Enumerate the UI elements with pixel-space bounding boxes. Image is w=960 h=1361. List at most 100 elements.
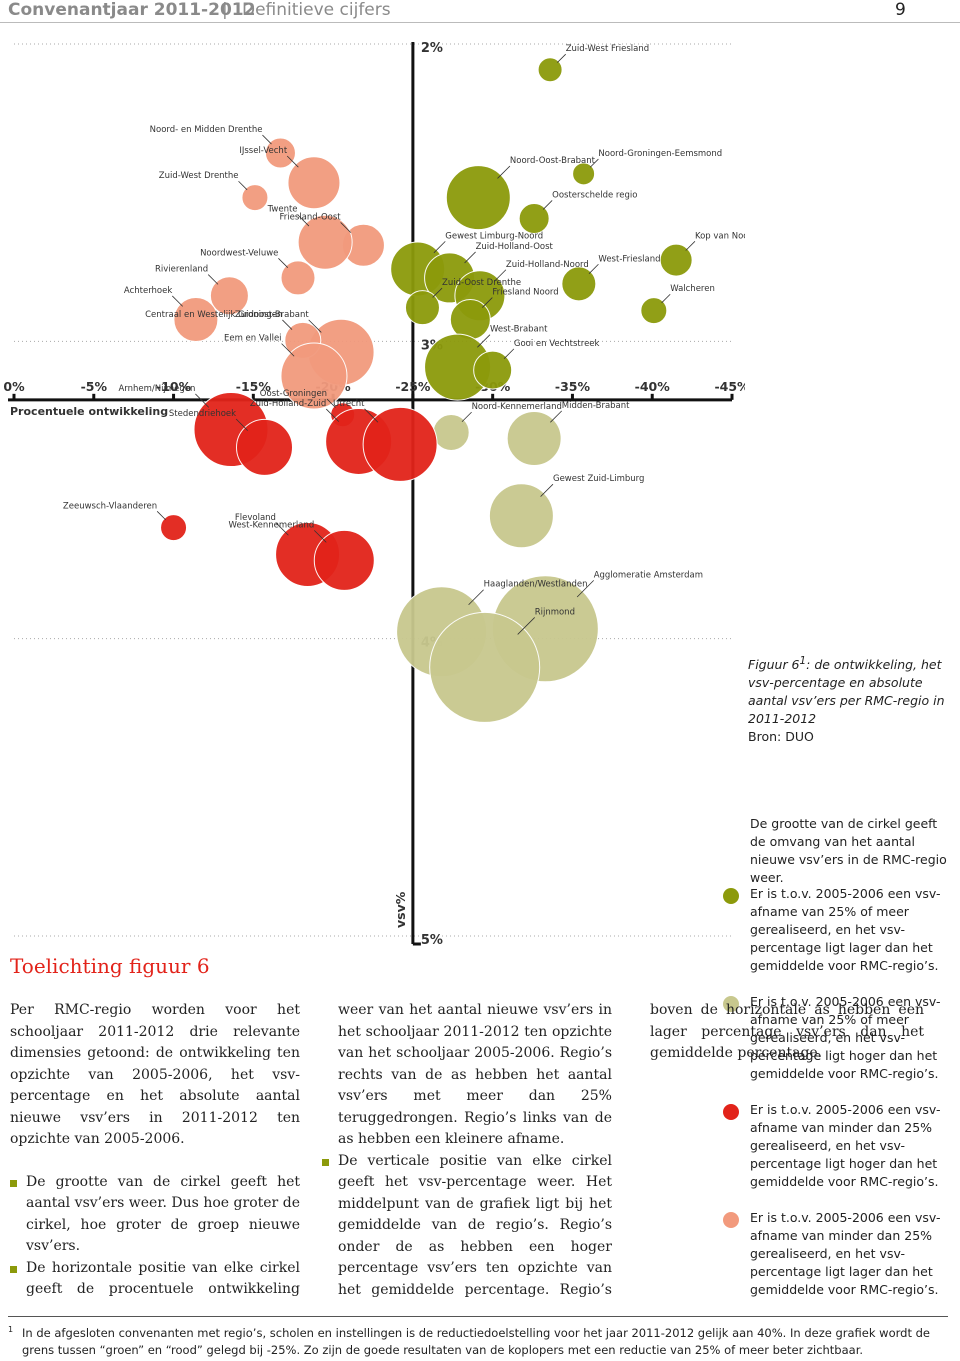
leader-line bbox=[364, 408, 379, 423]
caption-prefix: Figuur 6 bbox=[748, 657, 800, 673]
page-number: 9 bbox=[895, 0, 906, 20]
explanation-intro: Per RMC-regio worden voor het schooljaar… bbox=[10, 1002, 300, 1147]
legend-item: Er is t.o.v. 2005-2006 een vsv-afname va… bbox=[722, 1101, 958, 1209]
header-subtitle: Definitieve cijfers bbox=[242, 0, 391, 20]
bubble bbox=[572, 162, 596, 186]
bullet: De verticale positie van elke cirkel gee… bbox=[322, 1000, 924, 1305]
y-tick-label: 5% bbox=[421, 933, 443, 948]
leader-line bbox=[588, 263, 599, 274]
bubble-label: Zuid-Holland-Zuid bbox=[250, 399, 326, 409]
bubble bbox=[473, 350, 513, 390]
leader-line bbox=[282, 319, 293, 330]
leader-line bbox=[286, 155, 299, 168]
bubble bbox=[236, 418, 294, 476]
bubble-label: Rijnmond bbox=[535, 607, 575, 617]
bubble bbox=[241, 184, 269, 212]
explanation: Per RMC-regio worden voor het schooljaar… bbox=[10, 1000, 924, 1305]
leader-line bbox=[661, 293, 671, 304]
leader-line bbox=[461, 411, 472, 423]
x-tick-label: -45% bbox=[714, 379, 745, 394]
bubble-label: Gooi en Vechtstreek bbox=[514, 339, 600, 349]
bubble-label: West-Brabant bbox=[490, 325, 548, 335]
size-note: De grootte van de cirkel geeft de omvang… bbox=[750, 816, 947, 885]
bubble-label: Kop van Noord-Holland bbox=[695, 231, 745, 241]
leader-line bbox=[235, 418, 248, 431]
bullet-list: De grootte van de cirkel geeft het aanta… bbox=[10, 1000, 924, 1305]
leader-line bbox=[340, 222, 352, 233]
leader-line bbox=[542, 200, 553, 210]
bullet: De horizontale positie van elke cirkel g… bbox=[10, 1000, 612, 1305]
bubble bbox=[445, 165, 511, 231]
footnote-marker: 1 bbox=[8, 1325, 14, 1334]
leader-line bbox=[432, 287, 443, 298]
legend-dot bbox=[723, 1212, 739, 1228]
leader-line bbox=[482, 297, 493, 308]
caption-source: Bron: DUO bbox=[748, 729, 814, 745]
x-tick-label: 0% bbox=[3, 379, 25, 394]
footnote: 1 In de afgesloten convenanten met regio’… bbox=[8, 1316, 948, 1359]
bubble-label: Gewest Zuid-Limburg bbox=[553, 474, 644, 484]
bubble-label: Friesland-Oost bbox=[280, 212, 342, 222]
bubble-label: Eem en Vallei bbox=[224, 334, 282, 344]
bubble-label: Oosterschelde regio bbox=[552, 190, 637, 200]
leader-line bbox=[550, 410, 563, 423]
bubble-label: Haaglanden/Westlanden bbox=[484, 580, 588, 590]
legend: Er is t.o.v. 2005-2006 een vsv-afname va… bbox=[722, 885, 958, 1317]
bubble-label: Zuid-Holland-Noord bbox=[506, 260, 589, 270]
leader-line bbox=[477, 334, 491, 348]
legend-text: Er is t.o.v. 2005-2006 een vsv-afname va… bbox=[750, 886, 941, 973]
caption: Figuur 61: de ontwikkeling, het vsv-perc… bbox=[748, 652, 960, 746]
leader-line bbox=[433, 241, 446, 254]
x-tick-label: -15% bbox=[236, 379, 272, 394]
header-title: Convenantjaar 2011-2012 bbox=[8, 0, 256, 20]
bubble-label: Agglomeratie Amsterdam bbox=[594, 570, 703, 580]
bubble bbox=[429, 611, 541, 723]
chart: 2%3%4%5%0%-5%-10%-15%-20%-25%-30%-35%-40… bbox=[3, 41, 745, 948]
bubble-label: Zuid-West Drenthe bbox=[159, 171, 239, 181]
legend-swatch bbox=[723, 996, 739, 1012]
bubble-label: Zuid-Oost Drenthe bbox=[442, 278, 521, 288]
leader-line bbox=[278, 258, 289, 269]
bubble-label: Twente bbox=[267, 205, 298, 215]
y-axis-title: vsv% bbox=[393, 891, 408, 928]
bubble bbox=[313, 529, 375, 591]
bubble-label: Flevoland bbox=[235, 513, 276, 523]
leader-line bbox=[238, 180, 248, 191]
bubble-label: West-Friesland bbox=[598, 254, 660, 264]
bubble-label: Walcheren bbox=[670, 284, 715, 294]
bubble-label: Noord-Oost-Brabant bbox=[510, 156, 596, 166]
bubble-label: Stedendriehoek bbox=[169, 409, 236, 419]
bubble-label: Zuid-West Friesland bbox=[566, 44, 649, 54]
bubble-label: Utrecht bbox=[333, 399, 365, 409]
bubble bbox=[280, 342, 348, 410]
bubble bbox=[404, 290, 440, 326]
leader-line bbox=[326, 398, 336, 408]
bubble bbox=[173, 297, 219, 343]
leader-line bbox=[497, 165, 511, 179]
bubble-label: Zuid-Holland-Oost bbox=[476, 242, 554, 252]
leader-line bbox=[503, 348, 515, 359]
bubble-label: Oost-Groningen bbox=[260, 389, 327, 399]
bullet: De grootte van de cirkel geeft het aanta… bbox=[10, 1172, 300, 1258]
bubble-label: Centraal en Westelijk Groningen bbox=[145, 310, 282, 320]
leader-line bbox=[308, 319, 322, 333]
leader-line bbox=[589, 158, 599, 168]
bubble bbox=[659, 243, 693, 277]
bubble-label: Noordwest-Veluwe bbox=[200, 248, 278, 258]
x-tick-label: -25% bbox=[395, 379, 431, 394]
bubble-label: Zuidoost-Brabant bbox=[235, 310, 309, 320]
bubble bbox=[209, 276, 249, 316]
x-axis-title: Procentuele ontwikkeling bbox=[10, 405, 168, 418]
bubble bbox=[640, 297, 668, 325]
legend-dot bbox=[723, 888, 739, 904]
bubble bbox=[537, 57, 563, 83]
bubble bbox=[362, 406, 438, 482]
header-separator: | bbox=[222, 0, 228, 20]
bubble bbox=[561, 266, 597, 302]
header: Convenantjaar 2011-2012 | Definitieve ci… bbox=[0, 0, 960, 23]
bubble bbox=[506, 410, 562, 466]
leader-line bbox=[281, 343, 295, 357]
bubble bbox=[280, 260, 316, 296]
leader-line bbox=[262, 134, 272, 145]
leader-line bbox=[313, 530, 327, 543]
